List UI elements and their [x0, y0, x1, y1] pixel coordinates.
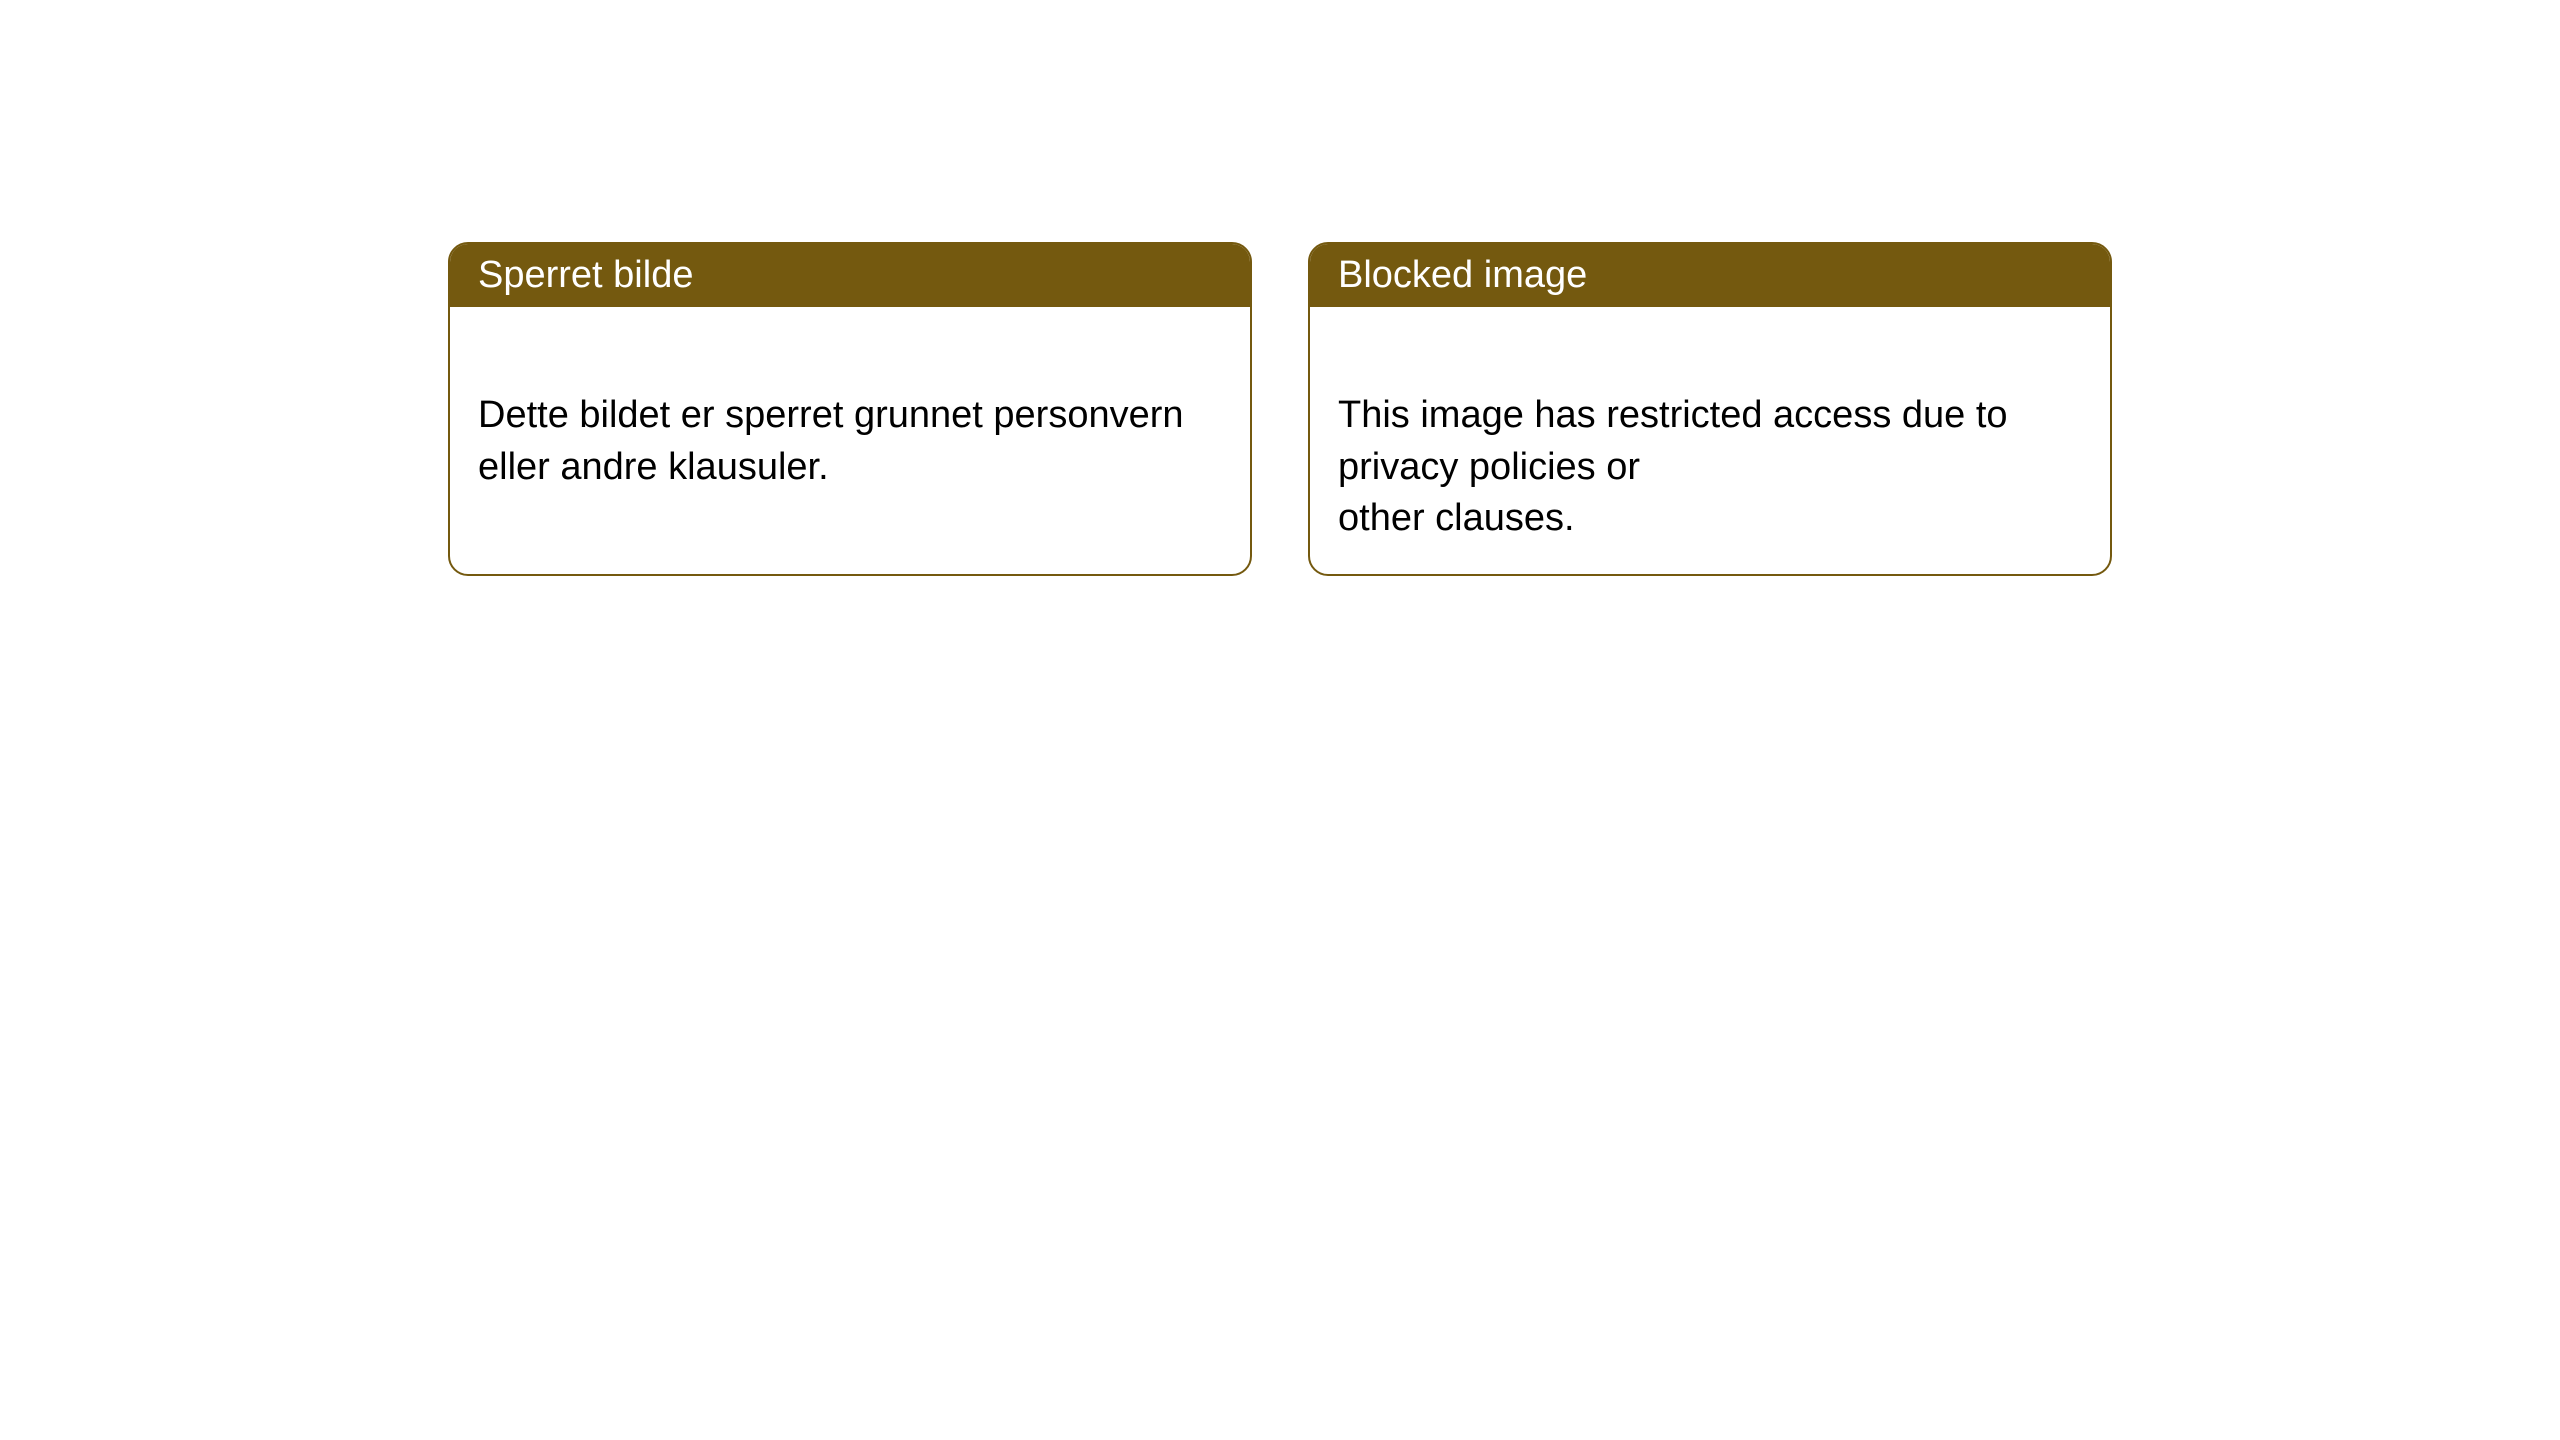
notice-body: Dette bildet er sperret grunnet personve…: [450, 307, 1250, 525]
notice-body-text: Dette bildet er sperret grunnet personve…: [478, 394, 1184, 487]
notice-card-norwegian: Sperret bilde Dette bildet er sperret gr…: [448, 242, 1252, 576]
notice-card-english: Blocked image This image has restricted …: [1308, 242, 2112, 576]
notice-body-text: This image has restricted access due to …: [1338, 394, 2008, 539]
notice-title: Sperret bilde: [478, 254, 693, 296]
notice-header: Sperret bilde: [450, 244, 1250, 307]
notice-header: Blocked image: [1310, 244, 2110, 307]
notice-title: Blocked image: [1338, 254, 1587, 296]
notice-body: This image has restricted access due to …: [1310, 307, 2110, 576]
notice-container: Sperret bilde Dette bildet er sperret gr…: [0, 0, 2560, 576]
